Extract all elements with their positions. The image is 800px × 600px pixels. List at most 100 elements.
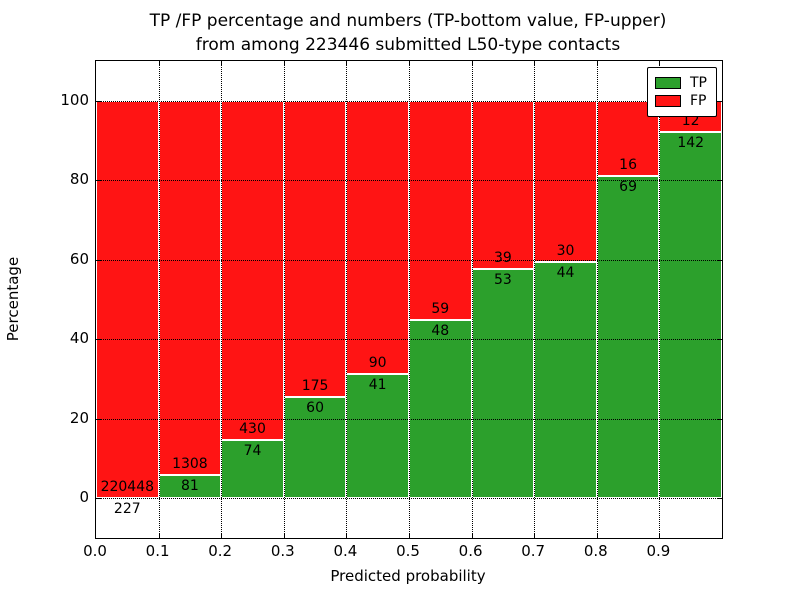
y-tick-label: 80: [69, 170, 89, 189]
y-tick-label: 20: [69, 408, 89, 427]
bar-fp-segment: [283, 100, 347, 397]
x-tick-bottom: [158, 533, 160, 538]
x-tick-label: 0.5: [396, 542, 420, 560]
y-tick-label: 100: [60, 90, 89, 109]
tp-swatch-icon: [655, 77, 681, 89]
gridline-vertical: [659, 61, 661, 538]
x-tick-label: 0.2: [208, 542, 233, 560]
x-tick-top: [409, 61, 410, 66]
x-axis-label: Predicted probability: [330, 567, 486, 585]
tp-count-label: 60: [306, 399, 325, 416]
x-tick-top: [283, 61, 285, 66]
x-tick-label: 0.9: [646, 542, 671, 560]
x-tick-bottom: [659, 533, 661, 538]
tp-count-label: 48: [431, 322, 450, 339]
x-tick-bottom: [221, 533, 223, 538]
plot-area: 220448 227 1308 81 430 74 175 60 90 41 59 48 39 53 30 4…: [95, 60, 723, 539]
y-tick-left: [96, 498, 101, 500]
y-tick-left: [96, 259, 101, 261]
x-tick-top: [158, 61, 160, 66]
tp-count-label: 74: [243, 442, 262, 459]
gridline-vertical: [283, 61, 285, 538]
gridline-vertical: [346, 61, 348, 538]
fp-count-label: 30: [556, 242, 575, 259]
bar-tp-segment: [471, 269, 535, 499]
y-tick-right: [717, 339, 722, 341]
y-tick-label: 60: [69, 249, 89, 268]
x-tick-label: 0.8: [583, 542, 608, 560]
fp-count-label: 59: [431, 300, 450, 317]
x-tick-top: [221, 61, 223, 66]
x-tick-top: [534, 61, 536, 66]
fp-count-label: 16: [619, 156, 638, 173]
tp-count-label: 227: [113, 500, 141, 517]
x-tick-bottom: [471, 533, 473, 538]
gridline-vertical: [409, 61, 410, 538]
tp-count-label: 81: [180, 478, 199, 495]
y-tick-right: [717, 498, 722, 500]
bar-fp-segment: [96, 100, 159, 498]
y-tick-label: 0: [79, 488, 89, 507]
x-tick-label: 0.1: [145, 542, 170, 560]
tp-count-label: 41: [368, 376, 387, 393]
x-tick-bottom: [596, 533, 598, 538]
bar-fp-segment: [534, 100, 597, 262]
bar-tp-segment: [409, 319, 472, 499]
fp-count-label: 1308: [172, 456, 208, 473]
x-tick-top: [471, 61, 473, 66]
y-tick-left: [96, 339, 101, 341]
tp-count-label: 69: [619, 178, 638, 195]
x-tick-label: 0.4: [333, 542, 358, 560]
y-tick-left: [96, 180, 101, 182]
y-tick-label: 40: [69, 329, 89, 348]
fp-swatch-icon: [655, 95, 681, 107]
bar-tp-segment: [596, 175, 660, 499]
x-tick-bottom: [409, 533, 410, 538]
x-tick-bottom: [534, 533, 536, 538]
legend-label-fp: FP: [690, 93, 707, 109]
gridline-vertical: [471, 61, 473, 538]
legend-row-fp: FP: [655, 93, 707, 109]
chart-title: TP /FP percentage and numbers (TP-bottom…: [95, 9, 721, 57]
x-tick-label: 0.0: [83, 542, 107, 560]
legend-row-tp: TP: [655, 75, 707, 91]
bar-fp-segment: [409, 100, 472, 320]
bar-tp-segment: [534, 261, 597, 499]
x-tick-top: [659, 61, 661, 66]
x-tick-top: [596, 61, 598, 66]
legend: TP FP: [647, 67, 717, 117]
gridline-vertical: [596, 61, 598, 538]
legend-label-tp: TP: [690, 75, 707, 91]
x-tick-bottom: [283, 533, 285, 538]
gridline-vertical: [158, 61, 160, 538]
x-tick-label: 0.7: [521, 542, 546, 560]
bar-fp-segment: [221, 100, 284, 440]
y-tick-left: [96, 418, 101, 420]
x-tick-label: 0.3: [270, 542, 295, 560]
fp-count-label: 90: [368, 354, 387, 371]
y-tick-right: [717, 418, 722, 420]
x-tick-bottom: [346, 533, 348, 538]
gridline-vertical: [534, 61, 536, 538]
y-tick-right: [717, 100, 722, 102]
fp-count-label: 175: [301, 377, 329, 394]
x-tick-top: [346, 61, 348, 66]
y-axis-label: Percentage: [4, 256, 22, 342]
fp-count-label: 39: [493, 250, 512, 267]
tp-count-label: 53: [493, 272, 512, 289]
bar-fp-segment: [346, 100, 409, 374]
bar-fp-segment: [158, 100, 222, 476]
chart-title-line2: from among 223446 submitted L50-type con…: [195, 35, 621, 55]
gridline-vertical: [221, 61, 223, 538]
y-tick-right: [717, 180, 722, 182]
bar-tp-segment: [659, 131, 722, 499]
fp-count-label: 430: [239, 420, 266, 437]
x-tick-label: 0.6: [458, 542, 483, 560]
bar-fp-segment: [471, 100, 535, 270]
tp-count-label: 142: [677, 134, 705, 151]
y-tick-right: [717, 259, 722, 261]
y-tick-left: [96, 100, 101, 102]
fp-count-label: 220448: [100, 478, 155, 495]
chart-title-line1: TP /FP percentage and numbers (TP-bottom…: [149, 11, 667, 31]
